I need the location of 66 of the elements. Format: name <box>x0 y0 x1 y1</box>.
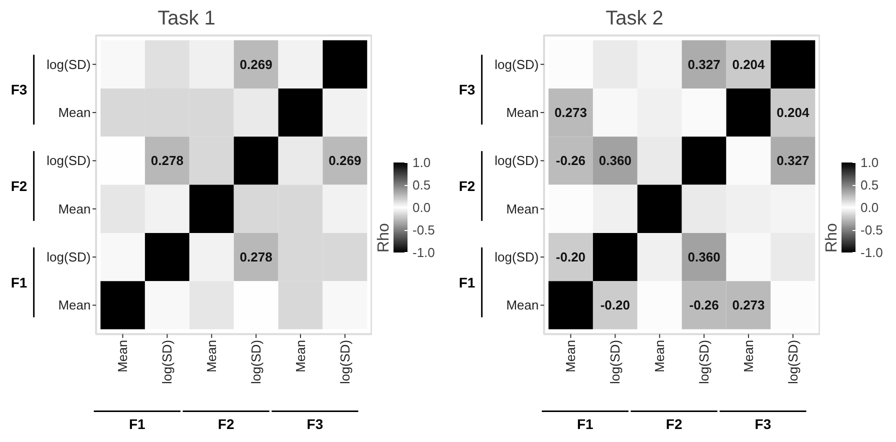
color-bar-title: Rho <box>824 223 840 252</box>
text: F1 <box>458 274 476 290</box>
color-bar-label: 0.5 <box>412 178 431 192</box>
data-label: -0.20 <box>556 250 586 265</box>
y-tick-label: log(SD) <box>46 56 91 72</box>
data-label: 0.269 <box>328 153 362 168</box>
color-bar-label: 1.0 <box>860 155 879 170</box>
data-label: 0.278 <box>150 153 184 168</box>
y-tick-label: log(SD) <box>494 250 539 265</box>
y-tick-label: log(SD) <box>494 56 539 72</box>
data-label: 0.269 <box>240 56 272 72</box>
data-label: -0.26 <box>556 153 586 168</box>
x-tick-label: log(SD) <box>608 340 623 384</box>
color-bar-label: -0.5 <box>412 222 435 238</box>
text: F2 <box>10 178 28 194</box>
text: F1 <box>577 416 594 432</box>
data-label: 0.273 <box>732 298 765 313</box>
color-bar-label: 0.0 <box>860 200 879 215</box>
text: F2 <box>666 416 682 432</box>
x-tick-label: log(SD) <box>337 340 352 384</box>
x-tick-label: Mean <box>204 340 220 372</box>
data-label: 0.360 <box>688 250 720 265</box>
data-label: 0.360 <box>598 153 632 168</box>
data-label: 0.327 <box>688 56 720 72</box>
data-label: 0.204 <box>776 105 810 120</box>
x-tick-label: Mean <box>115 340 130 372</box>
x-tick-label: log(SD) <box>785 340 800 384</box>
y-tick-label: log(SD) <box>46 250 91 265</box>
text: F1 <box>129 416 146 432</box>
color-bar-label: 1.0 <box>412 155 431 170</box>
data-label: 0.278 <box>240 250 272 265</box>
y-tick-label: Mean <box>506 201 539 216</box>
y-tick-label: Mean <box>58 298 91 313</box>
data-label: 0.327 <box>776 153 810 168</box>
y-tick-label: Mean <box>506 298 539 313</box>
chart-title: Task 1 <box>158 8 216 30</box>
y-tick-label: Mean <box>58 105 91 120</box>
data-label: -0.26 <box>689 298 719 313</box>
x-tick-label: log(SD) <box>696 340 712 384</box>
text: F3 <box>458 82 476 98</box>
x-tick-label: Mean <box>652 340 668 372</box>
text: F3 <box>306 416 324 432</box>
color-bar-title: Rho <box>376 223 392 252</box>
x-tick-label: log(SD) <box>160 340 175 384</box>
color-bar-label: 0.5 <box>860 178 879 192</box>
color-bar-label: -1.0 <box>412 245 435 260</box>
data-label: 0.204 <box>732 56 766 72</box>
x-tick-label: Mean <box>741 340 756 372</box>
text: F1 <box>10 274 28 290</box>
data-label: 0.273 <box>554 105 588 120</box>
y-tick-label: log(SD) <box>46 153 91 168</box>
text: F3 <box>10 82 28 98</box>
x-tick-label: log(SD) <box>248 340 264 384</box>
text: F2 <box>458 178 476 194</box>
color-bar-label: -1.0 <box>860 245 883 260</box>
chart-title: Task 2 <box>606 8 664 30</box>
data-label: -0.20 <box>600 298 630 313</box>
x-tick-label: Mean <box>293 340 308 372</box>
y-tick-label: log(SD) <box>494 153 539 168</box>
y-tick-label: Mean <box>506 105 539 120</box>
x-tick-label: Mean <box>563 340 578 372</box>
color-bar-label: -0.5 <box>860 222 883 238</box>
text: F3 <box>754 416 772 432</box>
color-bar-label: 0.0 <box>412 200 431 215</box>
y-tick-label: Mean <box>58 201 91 216</box>
text: F2 <box>218 416 234 432</box>
